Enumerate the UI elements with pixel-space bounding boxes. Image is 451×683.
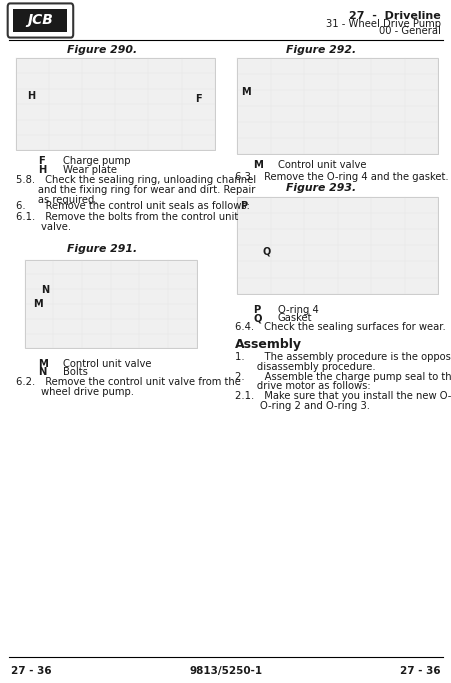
Bar — [25, 260, 196, 348]
Text: 2.  Assemble the charge pump seal to the wheel: 2. Assemble the charge pump seal to the … — [235, 372, 451, 382]
Bar — [237, 197, 437, 294]
Bar — [16, 58, 214, 150]
Bar — [237, 58, 437, 154]
Text: Figure 293.: Figure 293. — [285, 182, 355, 193]
Text: Gasket: Gasket — [277, 313, 312, 324]
Text: drive motor as follows:: drive motor as follows: — [235, 381, 370, 391]
Text: Charge pump: Charge pump — [63, 156, 130, 166]
Text: Wear plate: Wear plate — [63, 165, 117, 175]
Text: disassembly procedure.: disassembly procedure. — [235, 362, 375, 372]
Text: 6.3. Remove the O-ring 4 and the gasket.: 6.3. Remove the O-ring 4 and the gasket. — [235, 172, 448, 182]
Text: Control unit valve: Control unit valve — [63, 359, 152, 369]
Text: Assembly: Assembly — [235, 338, 301, 351]
Text: 6.  Remove the control unit seals as follows:: 6. Remove the control unit seals as foll… — [16, 201, 249, 211]
Text: M: M — [241, 87, 251, 97]
Text: F: F — [195, 94, 202, 104]
Text: 6.2. Remove the control unit valve from the: 6.2. Remove the control unit valve from … — [16, 377, 240, 387]
Text: P: P — [240, 201, 247, 211]
Text: Figure 290.: Figure 290. — [66, 44, 137, 55]
Text: and the fixing ring for wear and dirt. Repair: and the fixing ring for wear and dirt. R… — [16, 184, 255, 195]
Text: 27  -  Driveline: 27 - Driveline — [348, 11, 440, 20]
Text: Control unit valve: Control unit valve — [277, 160, 366, 170]
Text: H: H — [38, 165, 46, 175]
Text: as required.: as required. — [16, 195, 97, 205]
Text: wheel drive pump.: wheel drive pump. — [16, 387, 133, 397]
Text: 1.  The assembly procedure is the opposite of the: 1. The assembly procedure is the opposit… — [235, 352, 451, 363]
Text: 5.8. Check the sealing ring, unloading channel: 5.8. Check the sealing ring, unloading c… — [16, 175, 255, 185]
Text: 2.1. Make sure that you install the new O-ring 1,: 2.1. Make sure that you install the new … — [235, 391, 451, 401]
Text: O-ring 2 and O-ring 3.: O-ring 2 and O-ring 3. — [235, 400, 369, 410]
Text: Q: Q — [262, 247, 270, 256]
Text: M: M — [38, 359, 48, 369]
Text: M: M — [33, 299, 43, 309]
Text: 9813/5250-1: 9813/5250-1 — [189, 666, 262, 675]
Text: N: N — [41, 285, 49, 295]
Text: P: P — [253, 305, 260, 315]
FancyBboxPatch shape — [8, 3, 73, 38]
Text: 27 - 36: 27 - 36 — [11, 666, 52, 675]
FancyBboxPatch shape — [13, 9, 67, 32]
Text: 31 - Wheel Drive Pump: 31 - Wheel Drive Pump — [325, 19, 440, 29]
Text: valve.: valve. — [16, 221, 71, 232]
Text: 6.4. Check the sealing surfaces for wear.: 6.4. Check the sealing surfaces for wear… — [235, 322, 445, 333]
Text: JCB: JCB — [27, 14, 53, 27]
Text: 6.1. Remove the bolts from the control unit: 6.1. Remove the bolts from the control u… — [16, 212, 238, 222]
Text: Q: Q — [253, 313, 261, 324]
Text: 00 - General: 00 - General — [378, 27, 440, 36]
Text: Figure 292.: Figure 292. — [285, 44, 355, 55]
Text: Figure 291.: Figure 291. — [66, 244, 137, 254]
Text: Bolts: Bolts — [63, 367, 88, 378]
Text: O-ring 4: O-ring 4 — [277, 305, 318, 315]
Text: H: H — [28, 91, 36, 100]
Text: M: M — [253, 160, 262, 170]
Text: 27 - 36: 27 - 36 — [399, 666, 440, 675]
Text: N: N — [38, 367, 47, 378]
Text: F: F — [38, 156, 45, 166]
